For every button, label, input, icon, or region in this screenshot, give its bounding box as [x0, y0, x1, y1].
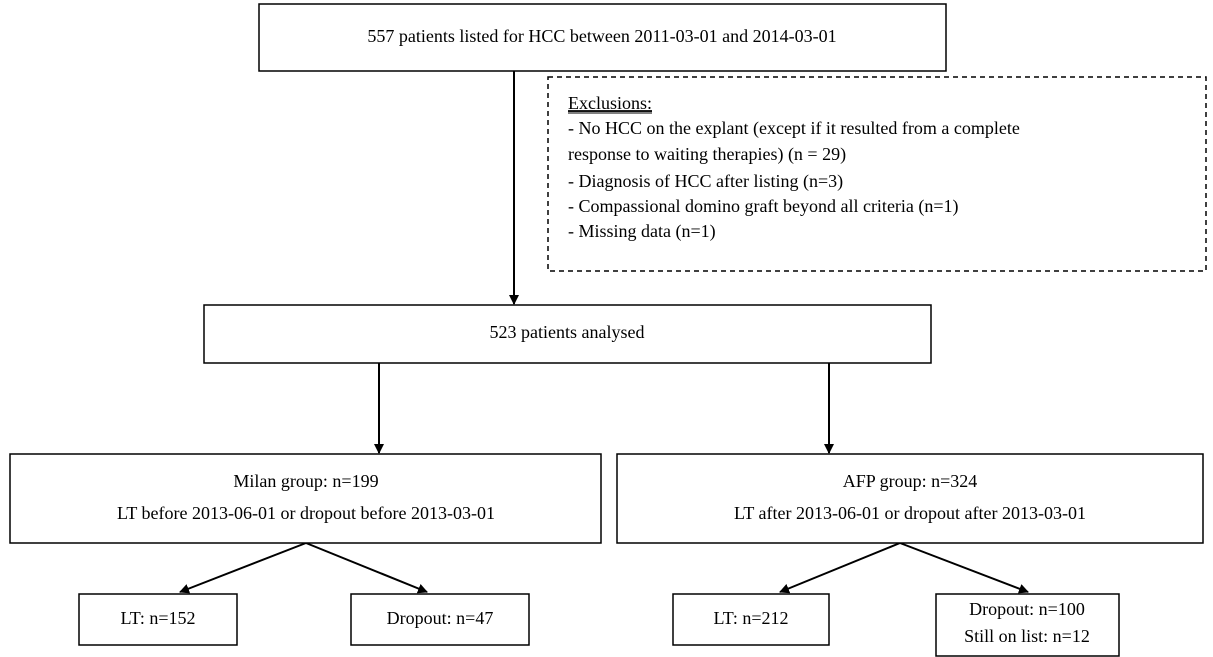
box-text: LT: n=152	[120, 608, 195, 628]
exclusion-line: - Diagnosis of HCC after listing (n=3)	[568, 171, 843, 192]
arrows	[179, 71, 1029, 594]
box-text: LT: n=212	[713, 608, 788, 628]
exclusion-line: - Missing data (n=1)	[568, 221, 716, 242]
box	[78, 593, 238, 646]
box-text: Milan group: n=199	[233, 471, 378, 491]
exclusion-line: - Compassional domino graft beyond all c…	[568, 196, 959, 217]
box-text: LT after 2013-06-01 or dropout after 201…	[734, 503, 1086, 523]
exclusions-title: Exclusions:	[568, 93, 652, 113]
exclusions-box	[547, 76, 1207, 272]
box-text: 523 patients analysed	[490, 322, 645, 342]
box	[203, 304, 932, 364]
box-text: LT before 2013-06-01 or dropout before 2…	[117, 503, 495, 523]
box	[935, 593, 1120, 657]
exclusion-line: - No HCC on the explant (except if it re…	[568, 118, 1020, 139]
arrow	[305, 542, 428, 594]
box-text: Dropout: n=100	[969, 599, 1085, 619]
arrow	[779, 542, 901, 594]
arrow	[899, 542, 1029, 594]
box	[616, 453, 1204, 544]
box	[350, 593, 530, 646]
box-text: AFP group: n=324	[843, 471, 978, 491]
arrow	[179, 542, 307, 594]
box-text: Still on list: n=12	[964, 626, 1090, 646]
box	[258, 3, 947, 72]
exclusion-line: response to waiting therapies) (n = 29)	[568, 144, 846, 165]
box	[9, 453, 602, 544]
box-text: Dropout: n=47	[387, 608, 494, 628]
box-text: 557 patients listed for HCC between 2011…	[367, 26, 836, 46]
box	[672, 593, 830, 646]
